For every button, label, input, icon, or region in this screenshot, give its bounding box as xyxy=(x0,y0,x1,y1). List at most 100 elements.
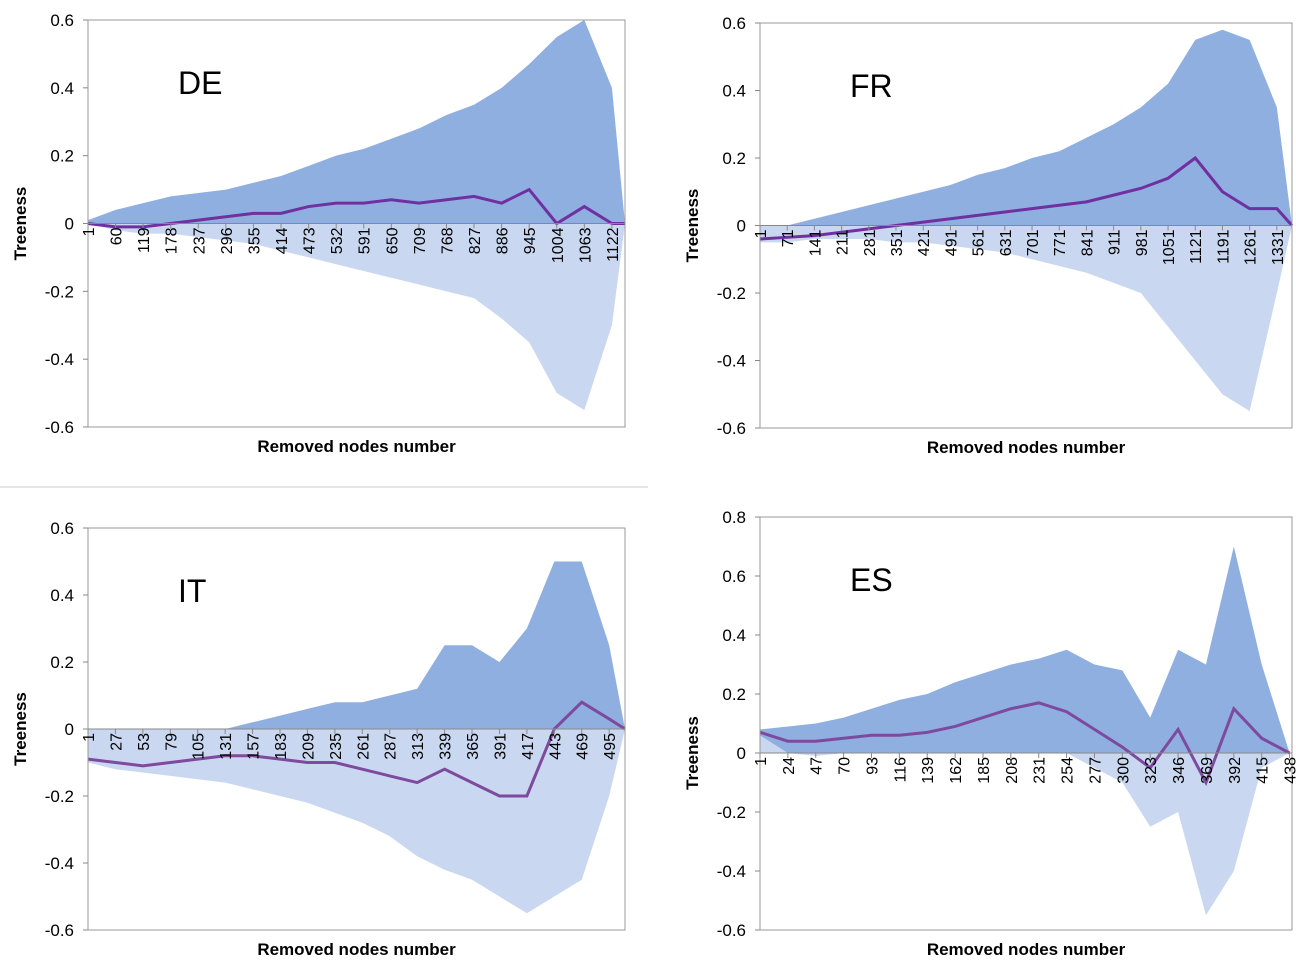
y-tick-label: 0.2 xyxy=(722,149,746,168)
x-tick-label: 945 xyxy=(522,227,539,254)
x-tick-label: 313 xyxy=(410,733,427,760)
y-tick-label: 0.8 xyxy=(722,508,746,527)
x-tick-label: 141 xyxy=(807,229,824,256)
x-tick-label: 701 xyxy=(1025,229,1042,256)
y-tick-label: 0.4 xyxy=(722,626,746,645)
x-tick-label: 209 xyxy=(300,733,317,760)
x-axis-label: Removed nodes number xyxy=(927,940,1126,959)
band-upper xyxy=(88,20,625,224)
x-tick-label: 771 xyxy=(1052,229,1069,256)
x-tick-label: 1063 xyxy=(577,227,594,263)
x-axis-label: Removed nodes number xyxy=(257,437,456,456)
y-tick-label: -0.4 xyxy=(45,854,74,873)
chart-title: DE xyxy=(178,65,222,101)
x-tick-label: 911 xyxy=(1107,229,1124,255)
y-tick-label: -0.2 xyxy=(717,284,746,303)
y-tick-label: 0 xyxy=(65,720,74,739)
x-tick-label: 47 xyxy=(809,757,826,775)
band-upper xyxy=(760,29,1292,233)
band-lower xyxy=(760,735,1290,916)
x-tick-label: 473 xyxy=(302,227,319,254)
x-tick-label: 415 xyxy=(1255,757,1272,784)
x-tick-label: 237 xyxy=(191,227,208,254)
y-tick-label: -0.2 xyxy=(717,803,746,822)
x-tick-label: 287 xyxy=(383,733,400,760)
x-tick-label: 281 xyxy=(862,229,879,256)
chart-panel: -0.6 -0.4 -0.2 0 0.2 0.4 0.6 1 60 119 178 237 296 355… xyxy=(11,11,626,456)
x-axis-label: Removed nodes number xyxy=(257,940,456,959)
y-tick-label: -0.6 xyxy=(45,921,74,940)
x-tick-label: 254 xyxy=(1060,757,1077,784)
x-tick-label: 886 xyxy=(495,227,512,254)
y-tick-label: 0.6 xyxy=(722,14,746,33)
chart-panel: -0.6 -0.4 -0.2 0 0.2 0.4 0.6 0.8 1 24 47 70 93 116 139… xyxy=(683,508,1296,959)
x-tick-label: 491 xyxy=(943,229,960,256)
y-axis-label: Treeness xyxy=(683,716,702,790)
x-tick-label: 351 xyxy=(889,229,906,256)
mean-line xyxy=(759,701,1291,787)
y-tick-label: -0.4 xyxy=(45,350,74,369)
x-tick-label: 93 xyxy=(864,757,881,775)
x-tick-label: 105 xyxy=(191,733,208,760)
x-tick-label: 323 xyxy=(1143,757,1160,784)
y-tick-label: 0.4 xyxy=(722,82,746,101)
x-tick-label: 392 xyxy=(1227,757,1244,784)
chart-panel: -0.6 -0.4 -0.2 0 0.2 0.4 0.6 1 71 141 211 281 351 421… xyxy=(683,14,1294,457)
chart-title: ES xyxy=(850,562,893,598)
plot-frame xyxy=(759,516,1293,931)
x-tick-label: 369 xyxy=(1199,757,1216,784)
x-tick-label: 208 xyxy=(1004,757,1021,784)
x-tick-label: 300 xyxy=(1115,757,1132,784)
x-tick-label: 1261 xyxy=(1243,229,1260,265)
chart-panel: -0.6 -0.4 -0.2 0 0.2 0.4 0.6 1 27 53 79 105 131 157 18… xyxy=(11,519,626,959)
x-tick-label: 70 xyxy=(837,757,854,775)
x-tick-label: 421 xyxy=(916,229,933,256)
y-axis-label: Treeness xyxy=(11,692,30,766)
x-tick-label: 53 xyxy=(136,733,153,751)
y-tick-label: 0.2 xyxy=(50,653,74,672)
y-tick-label: 0.6 xyxy=(722,567,746,586)
x-tick-label: 591 xyxy=(357,227,374,254)
x-tick-label: 1 xyxy=(753,229,770,238)
x-tick-label: 1 xyxy=(81,733,98,742)
x-tick-label: 438 xyxy=(1283,757,1296,784)
x-tick-label: 119 xyxy=(136,227,153,253)
x-tick-label: 157 xyxy=(246,733,263,760)
y-tick-label: -0.2 xyxy=(45,282,74,301)
x-tick-label: 235 xyxy=(328,733,345,760)
y-axis-label: Treeness xyxy=(11,187,30,261)
x-tick-label: 532 xyxy=(329,227,346,254)
y-tick-label: 0 xyxy=(737,744,746,763)
x-tick-label: 183 xyxy=(273,733,290,760)
x-tick-label: 346 xyxy=(1171,757,1188,784)
x-tick-label: 414 xyxy=(274,227,291,254)
band-upper xyxy=(88,561,625,756)
chart-title: FR xyxy=(850,68,893,104)
x-tick-label: 1331 xyxy=(1270,229,1287,265)
x-tick-label: 162 xyxy=(948,757,965,784)
x-tick-label: 24 xyxy=(781,757,798,775)
band-lower xyxy=(760,225,1292,412)
x-tick-label: 365 xyxy=(465,733,482,760)
y-tick-label: 0 xyxy=(737,217,746,236)
x-tick-label: 469 xyxy=(575,733,592,760)
x-tick-label: 1 xyxy=(753,757,770,766)
y-tick-label: -0.2 xyxy=(45,787,74,806)
x-tick-label: 178 xyxy=(164,227,181,254)
x-tick-label: 277 xyxy=(1087,757,1104,784)
y-tick-label: 0 xyxy=(65,215,74,234)
x-tick-label: 261 xyxy=(355,733,372,760)
y-tick-label: 0.6 xyxy=(50,519,74,538)
x-tick-label: 495 xyxy=(602,733,619,760)
y-tick-label: -0.6 xyxy=(717,419,746,438)
x-tick-label: 27 xyxy=(108,733,125,751)
y-tick-label: 0.2 xyxy=(50,147,74,166)
x-tick-label: 1191 xyxy=(1215,229,1232,264)
x-tick-label: 139 xyxy=(920,757,937,784)
y-tick-label: 0.6 xyxy=(50,11,74,30)
y-tick-label: 0.2 xyxy=(722,685,746,704)
chart-title: IT xyxy=(178,573,206,609)
x-tick-label: 650 xyxy=(384,227,401,254)
mean-line xyxy=(759,155,1294,241)
x-tick-label: 71 xyxy=(780,229,797,247)
